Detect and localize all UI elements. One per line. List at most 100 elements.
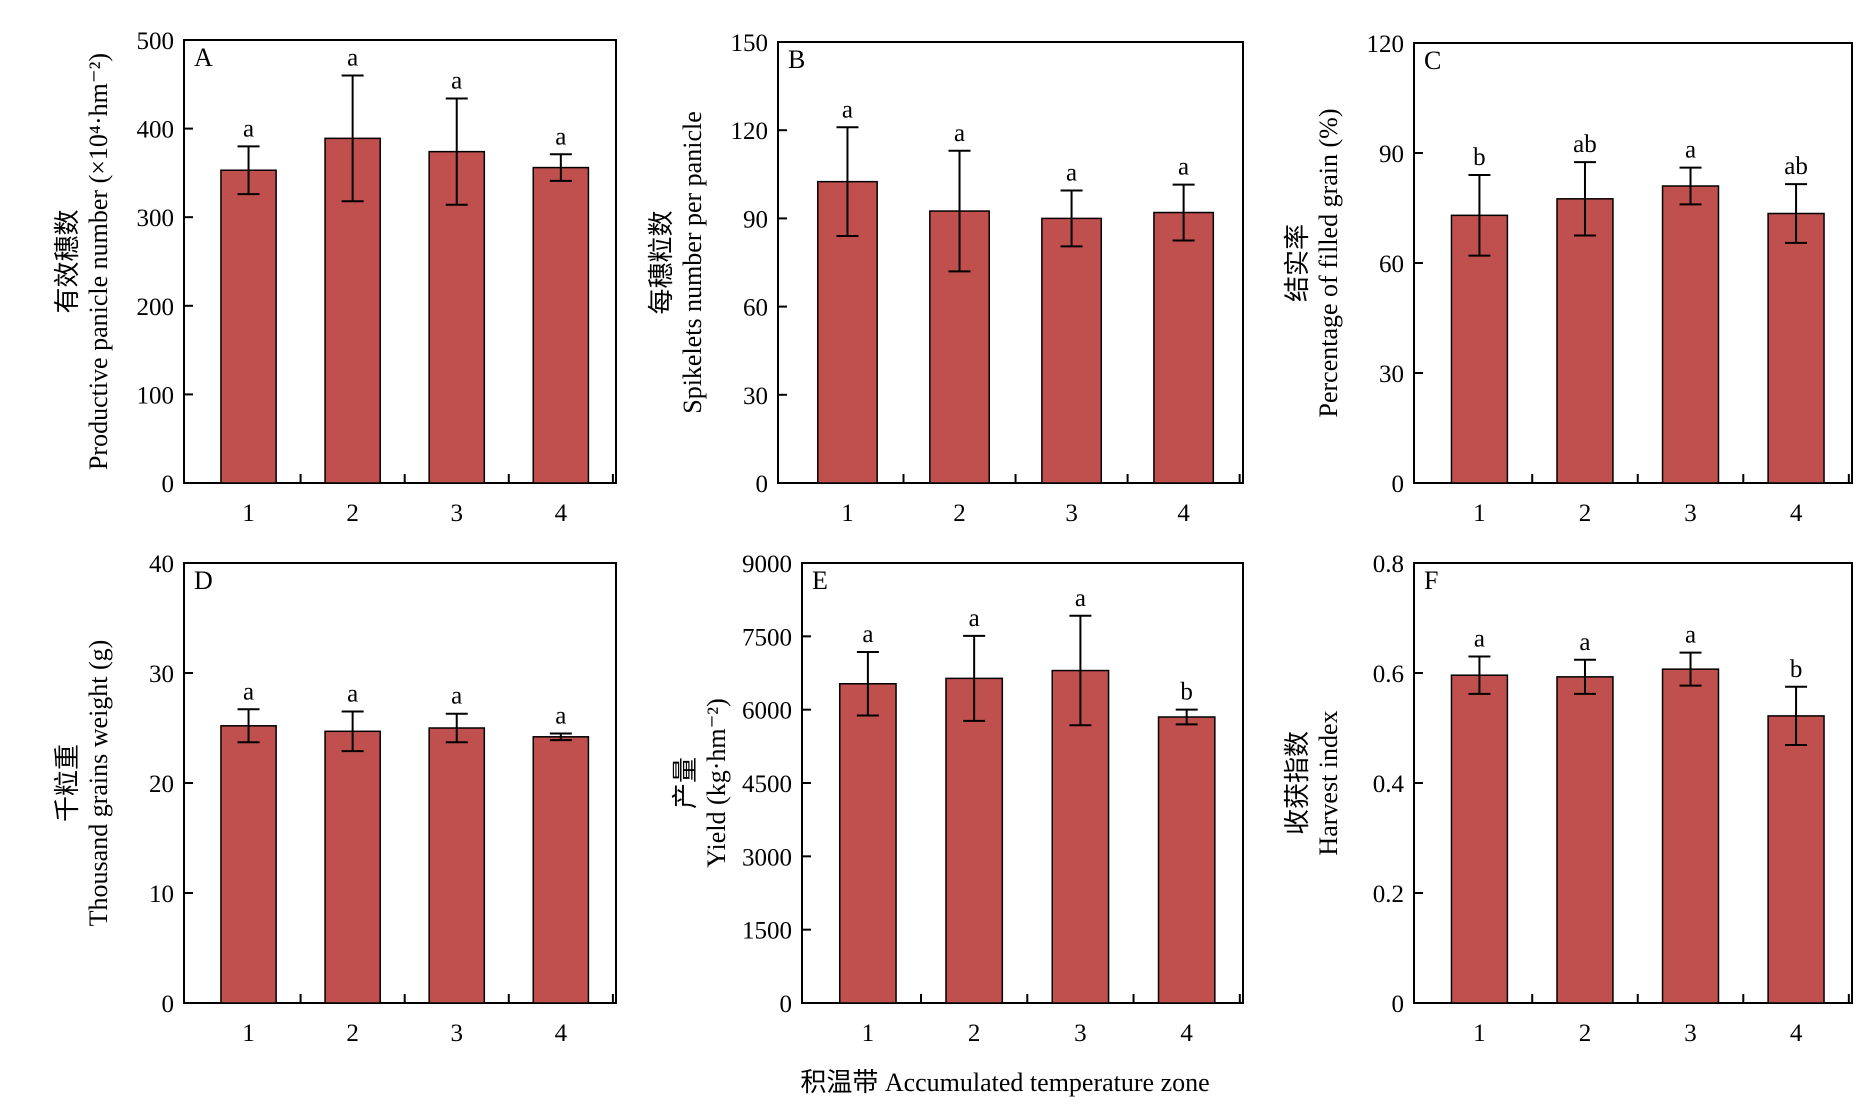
significance-label: a	[1579, 629, 1590, 656]
plot-frame	[183, 39, 617, 484]
y-tick-label: 120	[731, 118, 769, 145]
x-tick-label: 4	[555, 1020, 568, 1047]
y-tick-label: 150	[731, 30, 769, 57]
x-tick-label: 3	[1065, 500, 1078, 527]
y-axis-label-en: Spikelets number per panicle	[678, 111, 707, 414]
y-axis-label-cn: 收获指数	[1283, 731, 1312, 835]
y-tick-label: 10	[149, 881, 174, 908]
y-tick-label: 0	[162, 991, 175, 1018]
significance-label: b	[1790, 656, 1803, 683]
y-tick-label: 400	[137, 117, 175, 144]
significance-label: a	[555, 123, 566, 150]
panel-d: 0 10 20 30 40 a 1 a 2 a 3 a 4 D 千粒重 Thousand grains wei…	[53, 551, 617, 1047]
significance-label: a	[969, 605, 980, 632]
x-tick-label: 1	[1473, 1020, 1486, 1047]
x-tick-label: 2	[1579, 500, 1592, 527]
significance-label: a	[1685, 137, 1696, 164]
significance-label: a	[243, 678, 254, 705]
bar	[428, 150, 486, 484]
y-tick-label: 4500	[742, 771, 792, 798]
significance-label: ab	[1784, 153, 1808, 180]
x-tick-label: 1	[841, 500, 854, 527]
panel-f: 0 0.2 0.4 0.6 0.8 a 1 a 2 a 3 b 4 F 收获指数 Harvest index	[1283, 551, 1853, 1047]
significance-label: a	[451, 683, 462, 710]
y-tick-label: 0.4	[1373, 771, 1405, 798]
x-tick-label: 4	[555, 500, 568, 527]
y-axis-label-en: Percentage of filled grain (%)	[1314, 109, 1343, 418]
y-tick-label: 0.8	[1373, 551, 1404, 578]
y-tick-label: 90	[743, 206, 768, 233]
y-tick-label: 30	[743, 383, 768, 410]
y-axis-label-cn: 产量	[671, 757, 700, 809]
y-axis-label-en: Harvest index	[1314, 710, 1343, 855]
panel-label: B	[788, 45, 805, 74]
bar	[220, 169, 277, 484]
significance-label: b	[1473, 144, 1486, 171]
significance-label: a	[347, 681, 358, 708]
significance-label: a	[954, 120, 965, 147]
significance-label: a	[1474, 626, 1485, 653]
y-tick-label: 6000	[742, 698, 792, 725]
bar	[1450, 214, 1509, 484]
x-tick-label: 2	[953, 500, 966, 527]
y-tick-label: 60	[1379, 251, 1404, 278]
significance-label: a	[243, 115, 254, 142]
y-axis-label-cn: 每穗粒数	[647, 210, 676, 314]
x-tick-label: 3	[1074, 1020, 1087, 1047]
y-tick-label: 7500	[742, 624, 792, 651]
y-tick-label: 100	[137, 382, 175, 409]
bar	[1556, 198, 1614, 484]
bar	[1041, 217, 1103, 484]
x-tick-label: 2	[968, 1020, 981, 1047]
y-tick-label: 20	[149, 771, 174, 798]
bar	[1157, 716, 1216, 1004]
bar	[1661, 668, 1720, 1004]
y-axis-label-cn: 千粒重	[53, 744, 82, 822]
x-tick-label: 3	[450, 1020, 463, 1047]
y-tick-label: 0	[1392, 991, 1405, 1018]
panel-label: D	[194, 566, 213, 595]
bar	[324, 730, 381, 1004]
significance-label: a	[1685, 622, 1696, 649]
y-tick-label: 3000	[742, 844, 792, 871]
x-tick-label: 4	[1180, 1020, 1193, 1047]
y-axis-label-cn: 有效穗数	[53, 209, 82, 313]
y-tick-label: 0	[162, 471, 175, 498]
x-tick-label: 2	[346, 1020, 359, 1047]
y-tick-label: 300	[137, 205, 175, 232]
significance-label: a	[451, 67, 462, 94]
y-tick-label: 0	[780, 991, 793, 1018]
significance-label: ab	[1573, 131, 1597, 158]
x-tick-label: 3	[450, 500, 463, 527]
panel-e: 0 1500 3000 4500 6000 7500 9000 a 1 a 2 a 3 b 4 E 产量 Yiel…	[671, 551, 1244, 1047]
y-tick-label: 40	[149, 551, 174, 578]
x-tick-label: 1	[862, 1020, 875, 1047]
panel-label: F	[1424, 566, 1438, 595]
significance-label: a	[555, 703, 566, 730]
bar	[945, 677, 1004, 1004]
significance-label: a	[1178, 154, 1189, 181]
panel-c: 0 30 60 90 120 b 1 ab 2 a 3 ab 4 C 结实率 Percentage of fi…	[1283, 31, 1853, 527]
bar	[1450, 674, 1509, 1004]
y-tick-label: 0	[1392, 471, 1405, 498]
y-tick-label: 1500	[742, 918, 792, 945]
x-tick-label: 3	[1684, 1020, 1697, 1047]
x-tick-label: 1	[242, 500, 255, 527]
bar	[428, 727, 486, 1004]
significance-label: a	[862, 621, 873, 648]
panel-label: E	[812, 566, 828, 595]
significance-label: a	[842, 96, 853, 123]
x-tick-label: 4	[1177, 500, 1190, 527]
y-tick-label: 0.6	[1373, 661, 1404, 688]
y-tick-label: 0.2	[1373, 881, 1404, 908]
y-axis-label-cn: 结实率	[1283, 224, 1312, 302]
bar	[838, 683, 897, 1004]
x-tick-label: 2	[1579, 1020, 1592, 1047]
bar	[1556, 676, 1614, 1004]
shared-x-axis-label: 积温带 Accumulated temperature zone	[800, 1068, 1209, 1097]
plot-frame	[777, 41, 1244, 484]
significance-label: a	[1066, 159, 1077, 186]
bar	[532, 736, 590, 1004]
